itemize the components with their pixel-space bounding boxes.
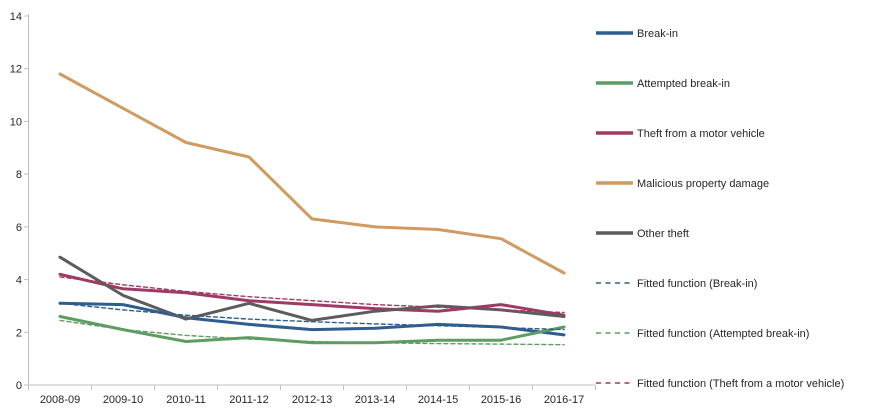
x-tick-label: 2014-15 bbox=[418, 394, 458, 406]
x-tick-label: 2010-11 bbox=[166, 394, 206, 406]
y-tick-label: 14 bbox=[10, 11, 22, 23]
legend-item-fitted-function-theft-from-a-motor-vehicle: Fitted function (Theft from a motor vehi… bbox=[596, 378, 844, 390]
y-tick-label: 4 bbox=[16, 275, 22, 287]
y-tick-label: 12 bbox=[10, 64, 22, 76]
series-line-attempted-break-in bbox=[58, 315, 566, 345]
legend-item-attempted-break-in: Attempted break-in bbox=[596, 78, 730, 90]
y-tick-label: 0 bbox=[16, 380, 22, 392]
legend-label: Break-in bbox=[637, 28, 678, 40]
legend-item-fitted-function-attempted-break-in: Fitted function (Attempted break-in) bbox=[596, 328, 809, 340]
legend-item-other-theft: Other theft bbox=[596, 228, 689, 240]
series-line-malicious-property-damage bbox=[58, 72, 566, 275]
x-tick-label: 2009-10 bbox=[103, 394, 143, 406]
x-tick-label: 2011-12 bbox=[229, 394, 269, 406]
y-tick-label: 2 bbox=[16, 327, 22, 339]
series-line-fitted-function-attempted-break-in bbox=[59, 319, 565, 346]
legend-label: Fitted function (Break-in) bbox=[637, 278, 757, 290]
legend-label: Fitted function (Theft from a motor vehi… bbox=[637, 378, 844, 390]
series-line-fitted-function-theft-from-a-motor-vehicle bbox=[59, 276, 565, 314]
y-tick-label: 10 bbox=[10, 116, 22, 128]
y-tick-label: 6 bbox=[16, 222, 22, 234]
x-tick-label: 2015-16 bbox=[481, 394, 521, 406]
legend-label: Fitted function (Attempted break-in) bbox=[637, 328, 809, 340]
series-line-fitted-function-break-in bbox=[59, 302, 565, 331]
legend-label: Attempted break-in bbox=[637, 78, 730, 90]
legend-label: Malicious property damage bbox=[637, 178, 769, 190]
legend: Break-in Attempted break-in Theft from a m… bbox=[596, 28, 844, 390]
series-line-theft-from-a-motor-vehicle bbox=[58, 272, 566, 317]
series-line-break-in bbox=[58, 301, 566, 337]
x-tick-label: 2012-13 bbox=[292, 394, 332, 406]
x-tick-label: 2013-14 bbox=[355, 394, 395, 406]
x-tick-label: 2016-17 bbox=[544, 394, 584, 406]
legend-label: Other theft bbox=[637, 228, 689, 240]
x-tick-label: 2008-09 bbox=[40, 394, 80, 406]
legend-item-malicious-property-damage: Malicious property damage bbox=[596, 178, 769, 190]
legend-item-break-in: Break-in bbox=[596, 28, 678, 40]
legend-item-fitted-function-break-in: Fitted function (Break-in) bbox=[596, 278, 757, 290]
y-tick-label: 8 bbox=[16, 169, 22, 181]
legend-item-theft-from-a-motor-vehicle: Theft from a motor vehicle bbox=[596, 128, 765, 140]
legend-label: Theft from a motor vehicle bbox=[637, 128, 765, 140]
